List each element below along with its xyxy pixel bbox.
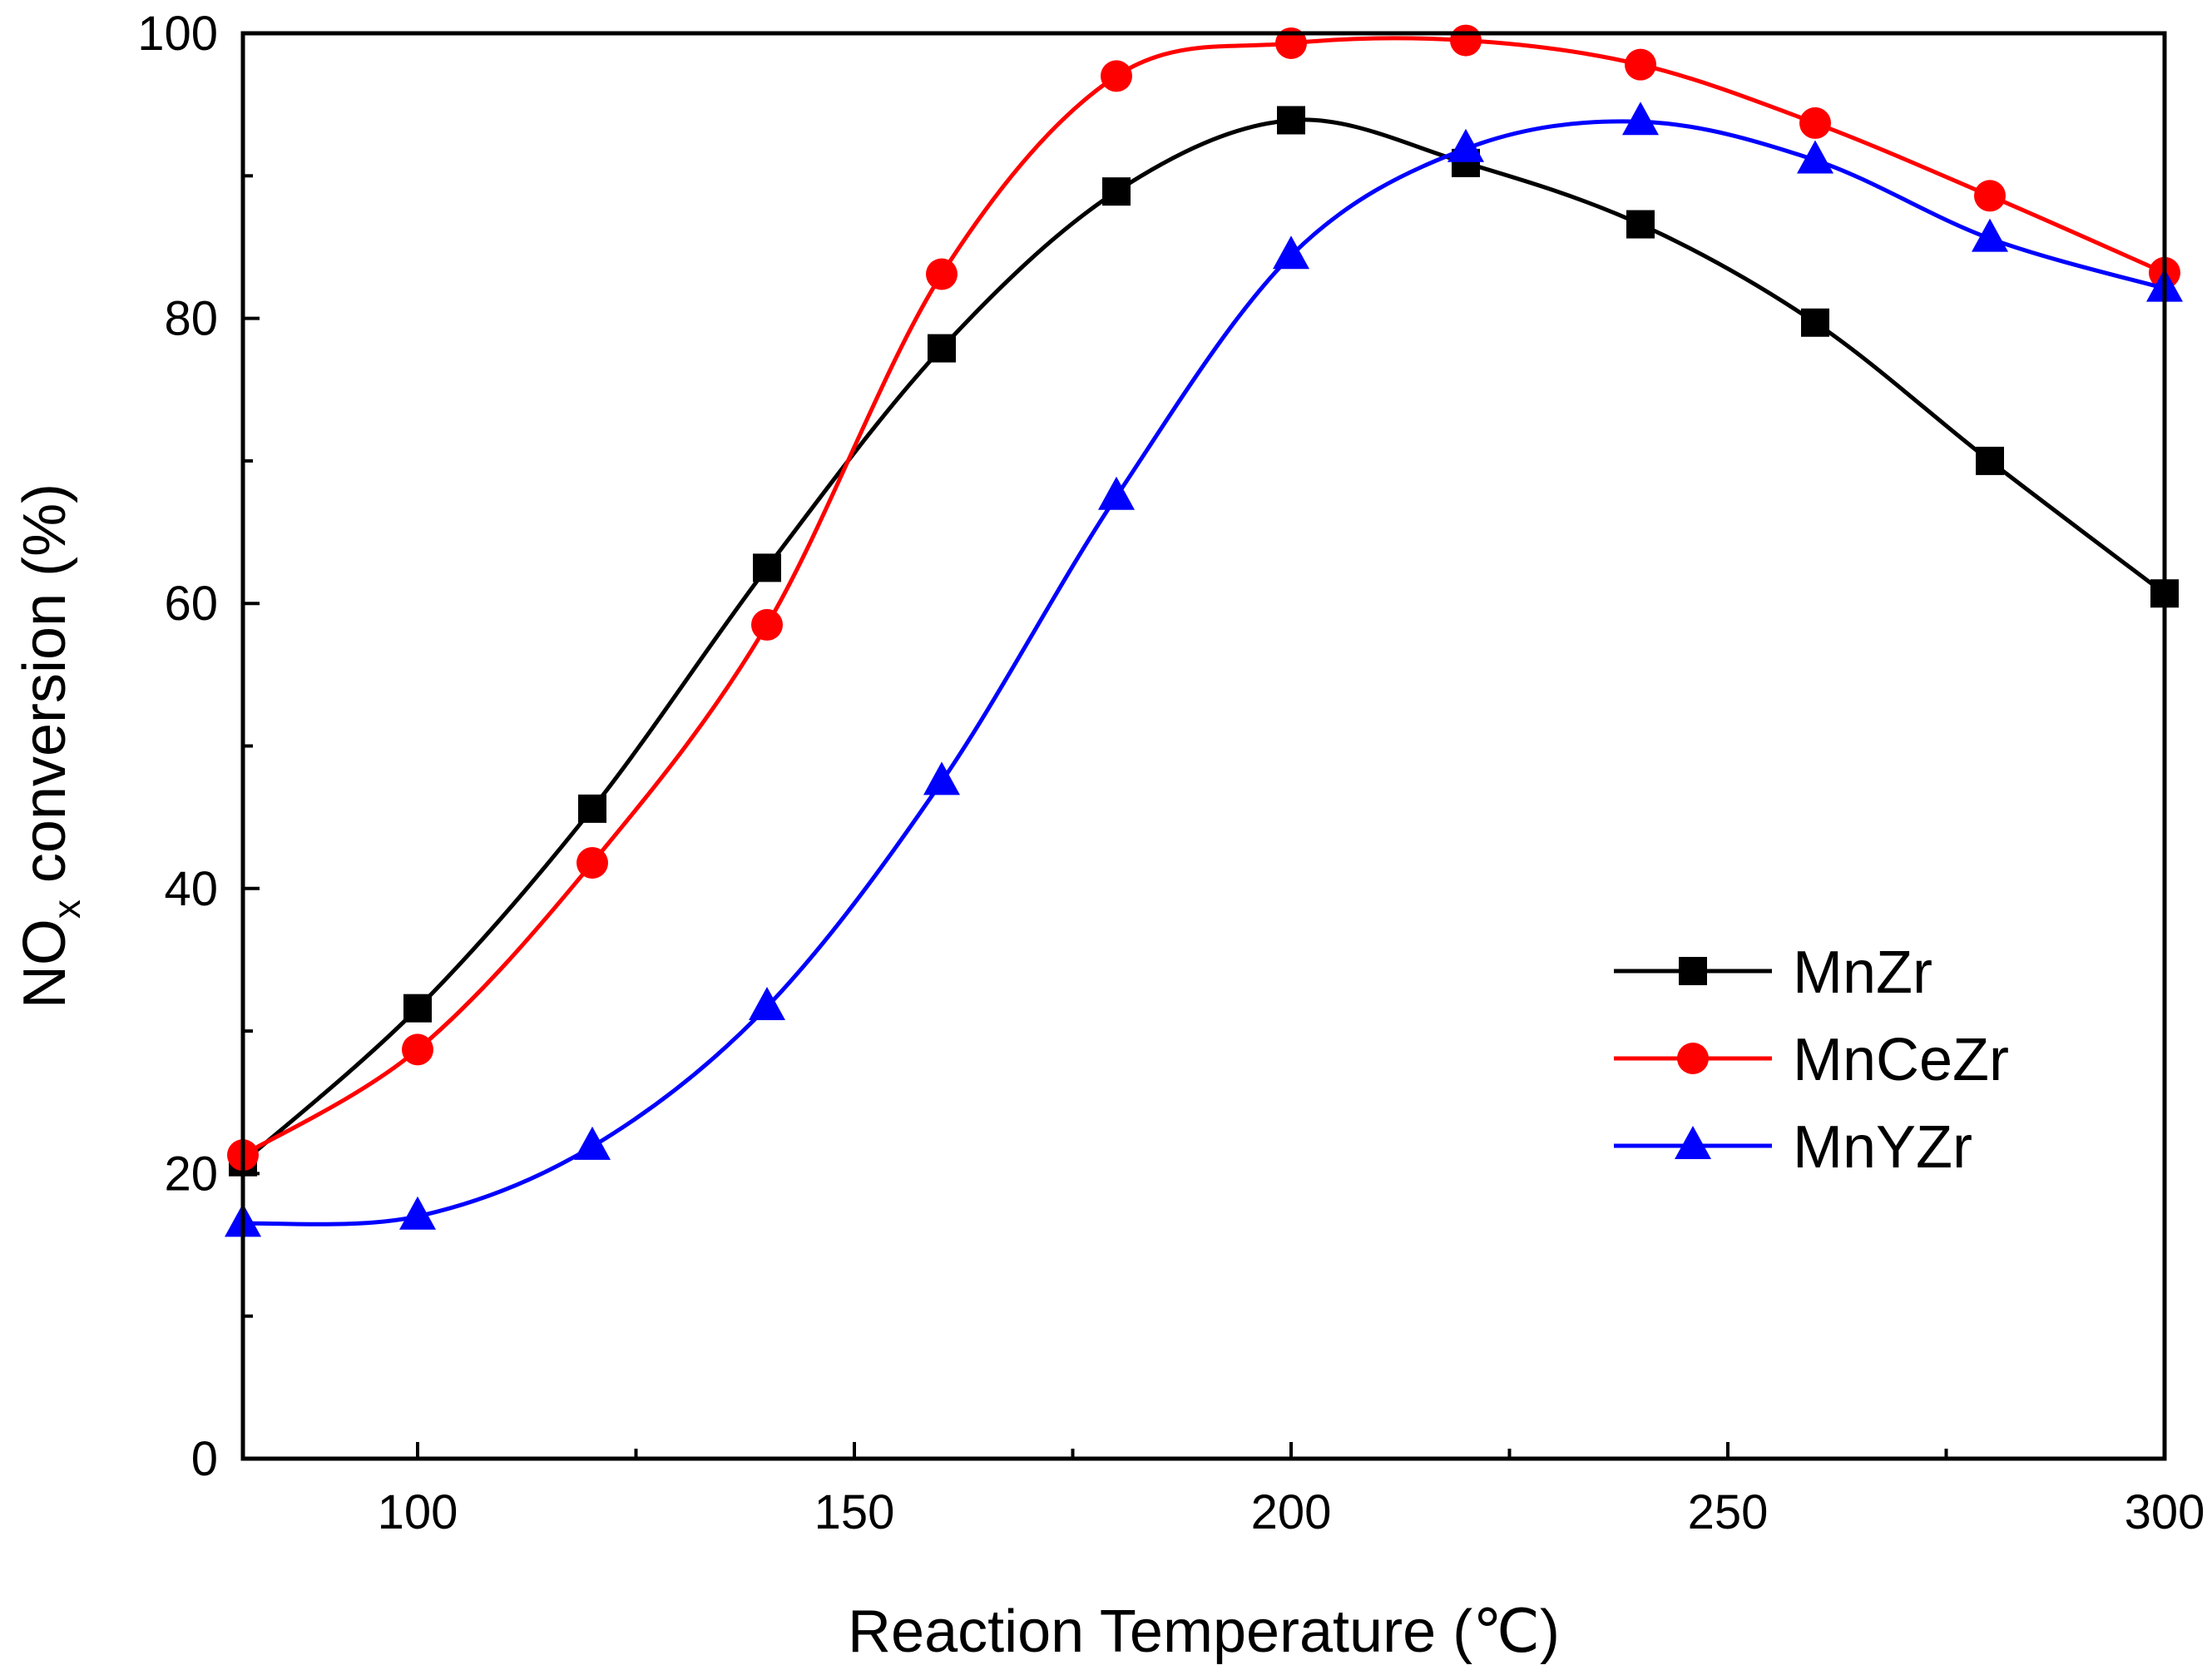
data-point-mnzr <box>1976 446 2004 475</box>
plot-frame <box>240 31 2167 1461</box>
data-point-mnyzr <box>749 986 785 1020</box>
data-point-mncezr <box>1799 107 1831 139</box>
y-axis-title: NOx conversion (%) <box>12 483 88 1008</box>
axes-layer <box>240 31 2167 1461</box>
data-point-mnyzr <box>1622 102 1659 136</box>
legend-label-mnzr: MnZr <box>1793 939 1932 1006</box>
x-tick-label: 100 <box>378 1485 458 1539</box>
x-tick-label: 150 <box>814 1485 895 1539</box>
data-point-mnyzr <box>399 1196 436 1230</box>
data-point-mnzr <box>753 553 781 582</box>
data-point-mnzr <box>1102 177 1131 206</box>
y-axis-title-subscript: x <box>45 899 88 919</box>
data-point-mncezr <box>751 608 783 641</box>
data-point-mnyzr <box>574 1126 611 1160</box>
series-layer <box>225 24 2183 1237</box>
data-point-mnyzr <box>923 761 960 795</box>
legend-label-mncezr: MnCeZr <box>1793 1027 2009 1093</box>
data-point-mncezr <box>1625 48 1656 81</box>
x-tick-label: 200 <box>1251 1485 1332 1539</box>
legend-marker-mnyzr <box>1675 1126 1711 1159</box>
data-point-mnzr <box>578 794 606 823</box>
x-tick-label: 300 <box>2125 1485 2205 1539</box>
y-tick-label: 100 <box>137 7 218 61</box>
data-point-mncezr <box>1101 60 1132 92</box>
y-tick-label: 40 <box>164 862 218 916</box>
y-tick-label: 80 <box>164 292 218 346</box>
data-point-mncezr <box>577 846 608 879</box>
series-line-mnzr <box>243 117 2165 1164</box>
y-axis-title-prefix: NO <box>12 919 78 1008</box>
data-point-mnyzr <box>1972 218 2008 252</box>
legend-item-mncezr: MnCeZr <box>1614 1027 2009 1093</box>
legend-item-mnyzr: MnYZr <box>1614 1114 1972 1181</box>
legend-marker-mnzr <box>1679 957 1707 985</box>
data-point-mnzr <box>1801 308 1829 337</box>
data-point-mncezr <box>1974 180 2006 212</box>
data-point-mnzr <box>1277 106 1305 135</box>
x-tick-label: 250 <box>1688 1485 1769 1539</box>
data-point-mncezr <box>402 1033 433 1066</box>
legend: MnZr MnCeZr MnYZr <box>1614 939 2009 1181</box>
series-mnzr <box>229 106 2179 1177</box>
data-point-mnzr <box>928 334 956 363</box>
y-tick-label: 20 <box>164 1147 218 1201</box>
data-point-mnyzr <box>1447 128 1484 162</box>
legend-label-mnyzr: MnYZr <box>1793 1114 1972 1181</box>
data-point-mnyzr <box>1797 140 1833 174</box>
y-axis-title-suffix: conversion (%) <box>12 483 78 899</box>
data-point-mnyzr <box>1273 235 1309 270</box>
data-point-mnzr <box>1626 210 1655 239</box>
ticks-layer: 100 150 200 250 300 0 20 40 60 80 100 <box>137 7 2205 1539</box>
y-tick-label: 60 <box>164 577 218 631</box>
y-tick-label: 0 <box>191 1432 218 1486</box>
data-point-mncezr <box>1450 24 1482 57</box>
data-point-mnzr <box>403 994 432 1023</box>
data-point-mnyzr <box>1098 476 1135 510</box>
legend-marker-mncezr <box>1677 1043 1709 1074</box>
data-point-mncezr <box>926 258 958 290</box>
x-axis-title: Reaction Temperature (℃) <box>848 1598 1560 1665</box>
legend-item-mnzr: MnZr <box>1614 939 1932 1006</box>
